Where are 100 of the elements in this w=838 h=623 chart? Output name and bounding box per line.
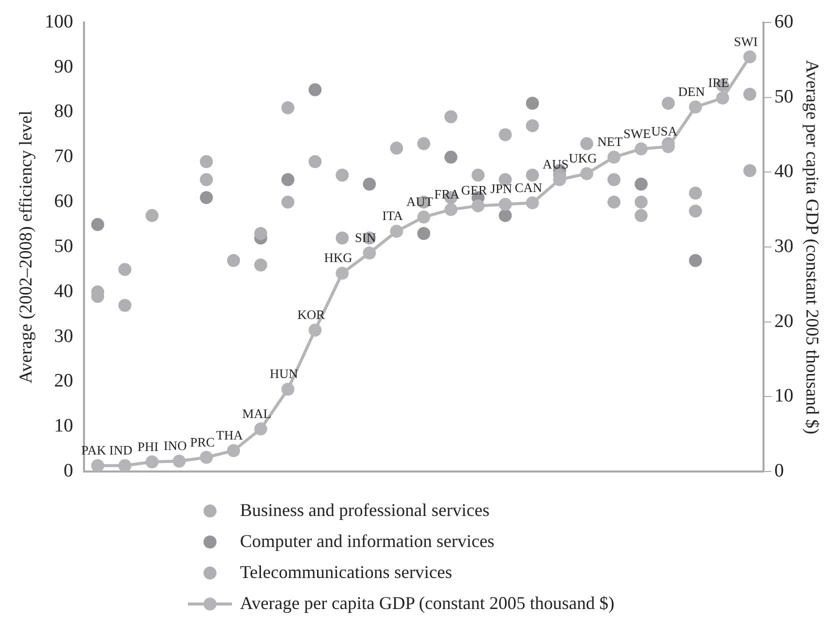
x-tick-label: CAN: [514, 180, 543, 195]
point: [444, 203, 458, 216]
x-tick-label: PHI: [138, 438, 159, 454]
point: [390, 142, 404, 155]
point: [254, 227, 268, 240]
point: [336, 266, 349, 280]
point: [91, 218, 104, 232]
point: [281, 196, 294, 209]
point: [498, 198, 512, 211]
point: [200, 191, 213, 204]
point: [526, 168, 539, 182]
x-tick-label: ITA: [382, 208, 404, 224]
legend-label: Telecommunications services: [240, 562, 452, 583]
x-tick-label: HKG: [324, 250, 352, 266]
point: [716, 92, 730, 105]
point: [336, 232, 349, 245]
y-tick-label: 40: [54, 280, 74, 302]
point: [472, 168, 485, 182]
x-tick-label: UKG: [568, 150, 597, 166]
y-tick-label: 80: [54, 101, 74, 122]
point: [634, 142, 648, 156]
point: [688, 204, 702, 218]
y-tick-label: 20: [54, 370, 74, 392]
legend-label: Business and professional services: [240, 500, 490, 521]
y-tick-label: 0: [64, 460, 74, 482]
point: [281, 101, 294, 114]
point: [227, 444, 240, 458]
point: [526, 119, 539, 132]
point: [444, 110, 458, 124]
x-tick-label: USA: [651, 124, 678, 139]
point: [580, 167, 594, 180]
legend-label: Average per capita GDP (constant 2005 thousand $): [240, 593, 614, 614]
point: [607, 173, 620, 186]
point: [417, 137, 430, 150]
point: [227, 254, 240, 267]
point: [91, 459, 104, 472]
point: [281, 382, 294, 396]
point: [118, 459, 132, 472]
point: [743, 164, 756, 178]
point: [743, 88, 756, 101]
y2-tick-label: 30: [774, 236, 794, 257]
point: [172, 454, 186, 468]
point: [417, 210, 430, 224]
x-tick-label: IND: [109, 442, 132, 458]
point: [308, 324, 322, 337]
point: [607, 150, 620, 164]
y2-tick-label: 40: [774, 161, 794, 182]
point: [444, 150, 458, 164]
y-tick-label: 10: [54, 416, 74, 437]
point: [743, 50, 756, 64]
point: [200, 173, 213, 186]
point: [336, 168, 349, 182]
point: [498, 128, 512, 142]
point: [526, 96, 539, 110]
point: [362, 246, 376, 260]
x-tick-label: AUS: [542, 156, 569, 172]
y-axis-title: Average (2002–2008) efficiency level: [16, 110, 36, 384]
point: [634, 209, 648, 222]
x-tick-label: FRA: [434, 186, 460, 202]
x-tick-label: GER: [461, 182, 488, 198]
point: [607, 196, 620, 209]
point: [688, 186, 702, 200]
x-tick-label: DEN: [678, 84, 706, 99]
point: [146, 455, 159, 468]
point: [281, 173, 294, 186]
point: [498, 209, 512, 222]
point: [308, 83, 322, 96]
point: [146, 209, 159, 222]
x-tick-label: INO: [164, 438, 187, 454]
point: [118, 298, 132, 312]
point: [688, 254, 702, 267]
point: [688, 100, 702, 114]
x-tick-label: JPN: [490, 181, 513, 196]
legend-label: Computer and information services: [240, 531, 494, 552]
x-tick-label: PAK: [81, 442, 107, 458]
point: [417, 227, 430, 240]
x-tick-label: AUT: [406, 194, 434, 209]
y-tick-label: 70: [54, 146, 74, 168]
x-tick-label: SWE: [623, 126, 651, 141]
point: [200, 155, 213, 168]
point: [472, 199, 485, 212]
y2-tick-label: 60: [774, 11, 794, 32]
x-tick-label: HUN: [270, 366, 299, 382]
y2-tick-label: 0: [774, 460, 784, 482]
x-tick-label: SWI: [734, 34, 758, 49]
point: [118, 262, 132, 276]
point: [580, 137, 594, 150]
point: [308, 155, 322, 168]
y2-tick-label: 10: [774, 386, 794, 407]
y-tick-label: 60: [54, 191, 74, 212]
y-tick-label: 30: [54, 326, 74, 347]
x-tick-label: MAL: [242, 406, 272, 421]
point: [390, 224, 404, 238]
y-tick-label: 50: [54, 236, 74, 257]
x-tick-label: THA: [216, 428, 244, 443]
point: [662, 96, 675, 110]
x-tick-label: PRC: [190, 434, 215, 450]
x-tick-label: NET: [597, 134, 623, 150]
x-tick-label: KOR: [297, 307, 326, 322]
point: [634, 196, 648, 209]
